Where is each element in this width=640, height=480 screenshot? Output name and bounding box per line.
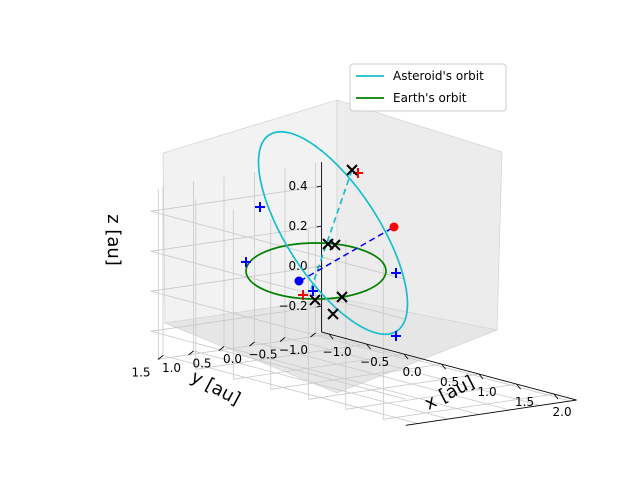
x-tick-label: −1.0	[323, 345, 352, 359]
x-tick-label: 0.0	[403, 365, 422, 379]
z-tick-mark	[316, 305, 322, 308]
y-axis-label: y [au]	[187, 366, 244, 409]
sun-marker	[294, 276, 304, 286]
y-tick-label: 0.5	[192, 357, 211, 371]
black-x-marker	[329, 239, 341, 251]
gridline-z-right	[150, 290, 406, 360]
left-pane	[162, 99, 338, 324]
blue-plus-marker	[255, 202, 265, 212]
x-tick-mark	[553, 393, 559, 400]
y-tick-label: −1.0	[279, 343, 308, 357]
gridline-z-right	[150, 250, 406, 320]
sun-asteroid-dashed-line	[299, 226, 395, 282]
x-tick-label: 0.5	[440, 375, 459, 389]
gridline-x-floor	[383, 393, 555, 420]
x-tick-mark	[328, 333, 334, 340]
y-tick-mark	[249, 341, 255, 347]
gridline-z-left	[150, 305, 322, 332]
x-tick-mark	[441, 363, 446, 370]
black-x-marker	[336, 291, 348, 303]
x-tick-label: 1.5	[515, 395, 534, 409]
gridline-z-right	[150, 330, 406, 400]
legend-label-asteroid: Asteroid's orbit	[393, 69, 484, 83]
blue-plus-marker	[308, 286, 318, 296]
y-axis-line	[405, 399, 577, 426]
y-tick-label: −0.5	[248, 348, 277, 362]
gridline-y-floor	[284, 337, 541, 406]
z-tick-mark	[316, 225, 322, 228]
gridline-z-left	[150, 185, 322, 212]
x-tick-label: 2.0	[553, 405, 572, 419]
x-tick-mark	[366, 343, 371, 350]
gridline-z-left	[150, 265, 322, 292]
x-tick-label: 1.0	[478, 385, 497, 399]
axis-lines	[321, 162, 577, 426]
y-tick-label: 1.0	[162, 361, 181, 375]
x-tick-mark	[403, 353, 409, 360]
gridline-y-floor	[315, 332, 571, 402]
right-pane	[336, 99, 503, 331]
legend-label-earth: Earth's orbit	[393, 91, 467, 105]
z-tick-label: 0.2	[289, 219, 308, 233]
black-x-marker	[309, 294, 321, 306]
legend: Asteroid's orbit Earth's orbit	[349, 63, 507, 112]
blue-plus-marker	[391, 331, 401, 341]
x-tick-label: −0.5	[360, 355, 389, 369]
legend-box	[349, 63, 507, 112]
y-tick-mark	[157, 355, 164, 360]
z-tick-label: 0.4	[289, 179, 308, 193]
y-tick-mark	[279, 337, 286, 342]
x-tick-mark	[516, 383, 521, 390]
y-tick-label: 0.0	[223, 352, 242, 366]
floor-pane	[163, 297, 499, 394]
gridline-x-floor	[158, 333, 330, 360]
gridline-y-floor	[162, 355, 419, 424]
gridline-y-floor	[223, 346, 480, 415]
y-tick-mark	[188, 350, 194, 356]
gridline-x-floor	[195, 343, 367, 370]
gridline-z-right	[150, 210, 406, 280]
gridline-z-left	[150, 225, 322, 252]
gridline-x-floor	[308, 373, 480, 400]
black-x-marker	[327, 308, 339, 320]
x-axis-line	[321, 331, 577, 401]
gridlines	[150, 163, 571, 424]
asteroid-marker	[389, 222, 399, 232]
axes-panes	[162, 99, 503, 394]
red-plus-marker	[298, 290, 308, 300]
gridline-x-floor	[233, 353, 405, 380]
gridline-y-floor	[254, 341, 510, 411]
asteroid-dashed-line	[309, 169, 353, 293]
x-tick-mark	[478, 373, 484, 380]
y-tick-mark	[218, 346, 225, 351]
y-tick-mark	[310, 332, 316, 338]
gridline-x-floor	[345, 383, 517, 410]
z-tick-label: −0.2	[278, 299, 307, 313]
z-tick-label: 0.0	[289, 259, 308, 273]
gridline-x-floor	[270, 363, 442, 390]
plot-data	[241, 130, 409, 341]
z-axis-label: z [au]	[103, 214, 124, 266]
y-tick-label: 1.5	[131, 366, 150, 380]
black-x-marker	[346, 164, 358, 176]
blue-plus-marker	[391, 268, 401, 278]
blue-plus-marker	[241, 257, 251, 267]
gridline-y-floor	[193, 350, 449, 420]
z-tick-mark	[316, 185, 322, 188]
